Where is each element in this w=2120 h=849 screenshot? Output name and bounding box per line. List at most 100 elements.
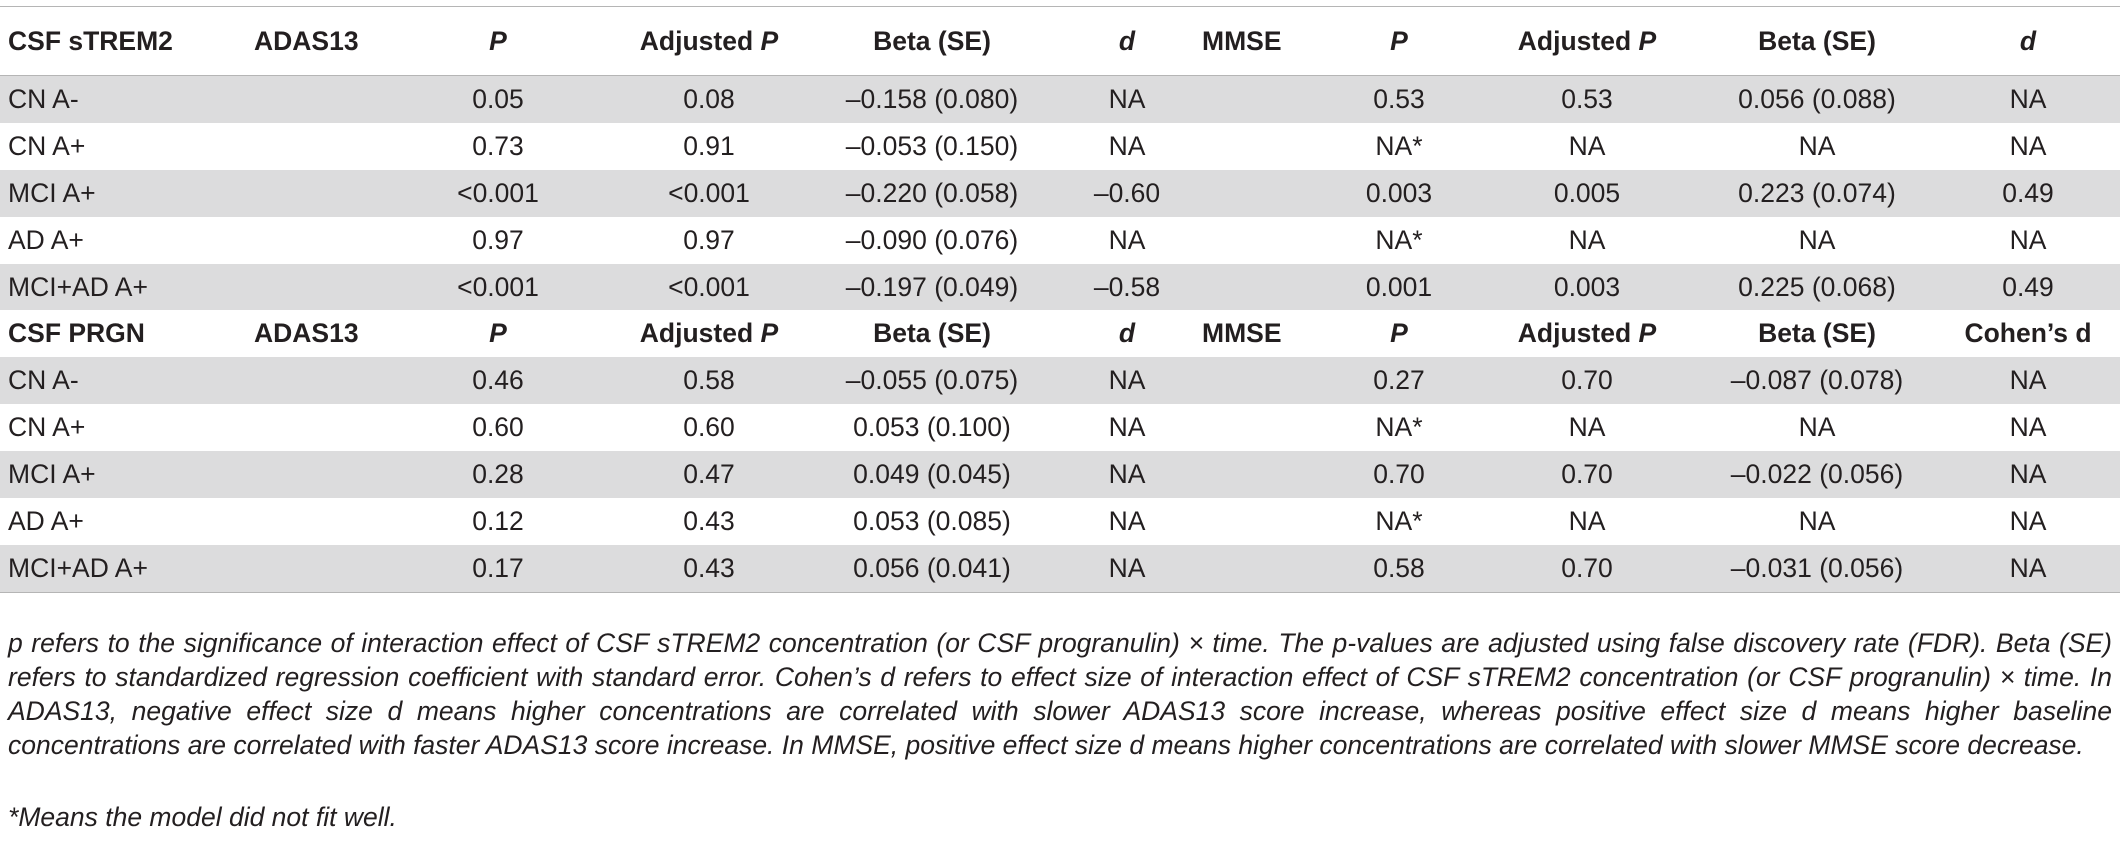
table-cell: 0.223 (0.074) [1698, 169, 1936, 217]
header-text: Adjusted [639, 25, 761, 56]
table-cell: NA* [1375, 130, 1423, 161]
header-cell: Beta (SE) [873, 318, 991, 349]
table-cell: –0.087 (0.078) [1698, 357, 1936, 405]
table-cell: NA [1798, 130, 1836, 161]
table-cell: 0.70 [1476, 357, 1698, 405]
table-cell [254, 217, 390, 264]
section-header-row: CSF PRGN ADAS13 P Adjusted P Beta (SE) d MMSE P… [0, 310, 2120, 357]
table-cell: 0.049 (0.045) [812, 451, 1052, 499]
table-cell [1202, 544, 1322, 593]
table-cell: 0.47 [606, 451, 812, 499]
table-cell: 0.58 [1322, 544, 1476, 593]
table-cell: 0.003 [1322, 169, 1476, 217]
table-cell [254, 498, 390, 545]
header-cell: ADAS13 [254, 6, 390, 76]
header-cell: CSF sTREM2 [0, 6, 254, 76]
table-cell [1202, 75, 1322, 123]
table-cell: CN A+ [8, 412, 86, 443]
table-cell: 0.73 [472, 130, 524, 161]
table-cell: –0.090 (0.076) [845, 224, 1019, 255]
table-cell: NA* [1375, 505, 1423, 536]
table-cell: 0.053 (0.085) [853, 505, 1011, 536]
header-text-italic: P [760, 318, 779, 349]
header-text: Adjusted [1517, 25, 1639, 56]
table-cell [254, 451, 390, 499]
header-cell: P [489, 318, 507, 349]
table-cell: 0.43 [683, 505, 735, 536]
table-cell: MCI A+ [0, 169, 254, 217]
table-cell: NA [1108, 412, 1146, 443]
table-cell: 0.60 [683, 412, 735, 443]
table-cell: 0.70 [1322, 451, 1476, 499]
table-cell: 0.05 [390, 75, 606, 123]
header-cell: Cohen’s d [1964, 318, 2092, 349]
table-cell: NA [1108, 130, 1146, 161]
table-row: CN A- 0.46 0.58 –0.055 (0.075) NA 0.27 0.70 –0.… [0, 357, 2120, 405]
table-row: MCI A+ 0.28 0.47 0.049 (0.045) NA 0.70 0.70 –0.… [0, 451, 2120, 499]
table-cell: NA [1052, 75, 1202, 123]
header-cell: Adjusted P [1476, 6, 1698, 76]
table-cell: 0.17 [390, 544, 606, 593]
table-cell: 0.43 [606, 544, 812, 593]
table-cell: 0.003 [1476, 263, 1698, 311]
table-cell: NA [1568, 412, 1606, 443]
header-cell: Beta (SE) [1698, 6, 1936, 76]
table-cell: CN A+ [8, 130, 86, 161]
table-cell [254, 123, 390, 170]
results-table: CSF sTREM2 ADAS13 P Adjusted P Beta (SE) d MMS… [0, 6, 2120, 593]
section-header-row: CSF sTREM2 ADAS13 P Adjusted P Beta (SE) d MMS… [0, 6, 2120, 76]
table-cell: CN A- [0, 357, 254, 405]
table-cell: 0.70 [1476, 451, 1698, 499]
table-cell: NA [1936, 451, 2120, 499]
header-text-italic: P [1638, 25, 1657, 56]
header-text: Adjusted [639, 318, 761, 349]
table-cell: –0.60 [1052, 169, 1202, 217]
table-cell: NA [1052, 451, 1202, 499]
table-row: AD A+ 0.12 0.43 0.053 (0.085) NA NA* NA NA NA [0, 498, 2120, 545]
table-cell: –0.022 (0.056) [1698, 451, 1936, 499]
header-text-italic: P [1638, 318, 1657, 349]
table-cell: NA [1798, 224, 1836, 255]
table-cell: NA [1936, 75, 2120, 123]
table-cell: 0.005 [1476, 169, 1698, 217]
table-cell: NA [1108, 224, 1146, 255]
table-cell: NA [1052, 544, 1202, 593]
table-row: MCI+AD A+ 0.17 0.43 0.056 (0.041) NA 0.58 0.70… [0, 544, 2120, 593]
table-cell [1202, 169, 1322, 217]
table-cell: 0.53 [1476, 75, 1698, 123]
header-cell: P [1390, 318, 1408, 349]
table-cell: NA* [1375, 412, 1423, 443]
table-cell: 0.056 (0.088) [1698, 75, 1936, 123]
table-row: CN A+ 0.73 0.91 –0.053 (0.150) NA NA* NA NA NA [0, 123, 2120, 170]
table-cell: 0.60 [472, 412, 524, 443]
table-cell: NA [1568, 224, 1606, 255]
table-cell: –0.197 (0.049) [812, 263, 1052, 311]
table-cell: NA [2009, 224, 2047, 255]
table-cell [254, 263, 390, 311]
table-cell: 0.53 [1322, 75, 1476, 123]
table-footnote-star: *Means the model did not fit well. [8, 802, 397, 832]
table-cell: <0.001 [390, 169, 606, 217]
table-cell: –0.053 (0.150) [845, 130, 1019, 161]
table-cell [254, 357, 390, 405]
table-body: CSF sTREM2 ADAS13 P Adjusted P Beta (SE) d MMS… [0, 6, 2120, 593]
table-cell: NA [2009, 130, 2047, 161]
table-cell [1202, 404, 1322, 451]
table-cell: NA [1798, 412, 1836, 443]
table-footnote: p refers to the significance of interact… [8, 628, 2112, 760]
table-cell: 0.28 [390, 451, 606, 499]
table-cell [254, 404, 390, 451]
header-cell: d [1118, 318, 1136, 349]
header-text-italic: P [760, 25, 779, 56]
table-cell: NA [1936, 544, 2120, 593]
table-cell: 0.46 [390, 357, 606, 405]
table-cell: NA [1936, 357, 2120, 405]
table-cell: –0.58 [1052, 263, 1202, 311]
table-cell: 0.001 [1322, 263, 1476, 311]
table-cell: NA [1568, 505, 1606, 536]
table-row: MCI+AD A+ <0.001 <0.001 –0.197 (0.049) –0.58… [0, 263, 2120, 311]
table-cell: 0.49 [1936, 169, 2120, 217]
table-cell: –0.220 (0.058) [812, 169, 1052, 217]
header-cell: MMSE [1202, 6, 1322, 76]
table-cell [1202, 123, 1322, 170]
